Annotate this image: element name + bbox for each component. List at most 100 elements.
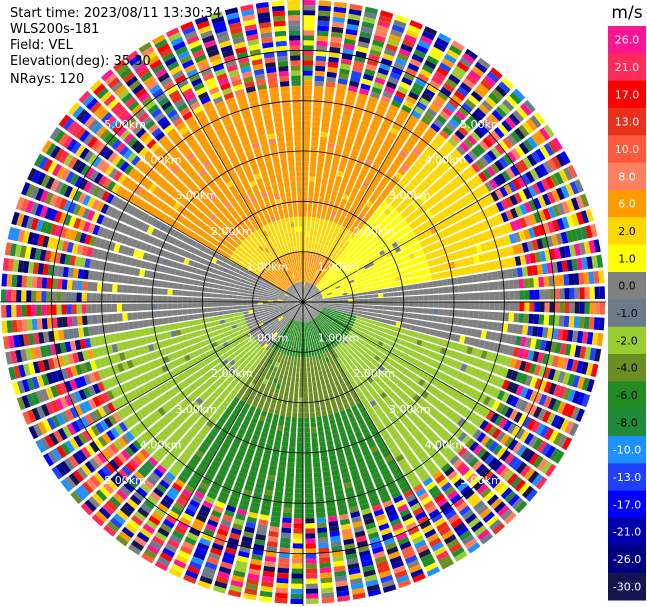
velocity-cell [271, 382, 277, 389]
velocity-cell [285, 344, 290, 350]
velocity-cell [377, 215, 384, 223]
velocity-cell [336, 88, 346, 95]
velocity-cell [568, 273, 575, 286]
velocity-cell [542, 193, 552, 206]
velocity-cell [360, 554, 373, 563]
velocity-cell [455, 392, 465, 402]
velocity-cell [416, 544, 429, 554]
velocity-cell [299, 377, 303, 383]
velocity-cell [318, 0, 332, 7]
velocity-cell [242, 531, 254, 539]
velocity-cell [303, 60, 314, 66]
velocity-cell [249, 405, 256, 413]
velocity-cell [294, 503, 303, 509]
velocity-cell [165, 471, 176, 482]
velocity-cell [409, 133, 420, 142]
velocity-cell [578, 316, 585, 329]
velocity-cell [305, 287, 308, 293]
velocity-cell [321, 281, 327, 286]
velocity-cell [337, 255, 343, 261]
velocity-cell [353, 296, 359, 299]
velocity-cell [342, 267, 348, 272]
velocity-cell [593, 239, 601, 253]
velocity-cell [420, 340, 428, 348]
velocity-cell [303, 256, 305, 262]
velocity-cell [474, 391, 483, 401]
velocity-cell [528, 404, 538, 417]
velocity-cell [147, 427, 158, 437]
velocity-cell [341, 414, 349, 422]
velocity-cell [252, 340, 259, 346]
velocity-cell [313, 396, 319, 402]
velocity-cell [42, 419, 52, 433]
velocity-cell [491, 271, 498, 281]
velocity-cell [361, 270, 368, 275]
velocity-cell [241, 462, 251, 470]
velocity-cell [325, 157, 332, 164]
velocity-cell [102, 404, 112, 416]
velocity-cell [283, 306, 289, 310]
velocity-cell [580, 210, 590, 224]
velocity-cell [299, 321, 301, 328]
velocity-cell [331, 291, 337, 294]
velocity-cell [507, 493, 520, 507]
velocity-cell [428, 235, 436, 244]
velocity-cell [314, 323, 319, 329]
velocity-cell [220, 519, 232, 527]
velocity-cell [339, 124, 349, 132]
velocity-cell [373, 175, 382, 184]
velocity-cell [388, 390, 396, 399]
velocity-cell [346, 90, 357, 98]
velocity-cell [401, 384, 409, 392]
velocity-cell [398, 48, 411, 58]
velocity-cell [316, 307, 322, 310]
velocity-cell [171, 352, 179, 360]
velocity-cell [321, 250, 325, 256]
velocity-cell [480, 487, 492, 499]
velocity-cell [534, 251, 542, 263]
velocity-cell [405, 323, 412, 330]
velocity-cell [283, 314, 289, 319]
velocity-cell [562, 387, 572, 401]
velocity-cell [499, 302, 505, 311]
velocity-cell [346, 163, 354, 170]
velocity-cell [367, 462, 377, 471]
velocity-cell [310, 417, 316, 423]
velocity-cell [483, 372, 491, 382]
velocity-cell [327, 273, 333, 279]
velocity-cell [573, 273, 580, 285]
velocity-cell [264, 401, 271, 408]
velocity-cell [317, 259, 321, 266]
velocity-cell [319, 567, 332, 574]
velocity-cell [312, 319, 316, 325]
velocity-cell [295, 326, 298, 332]
velocity-cell [279, 547, 291, 554]
velocity-cell [344, 141, 353, 149]
velocity-cell [429, 226, 437, 235]
velocity-cell [316, 171, 323, 178]
velocity-cell [488, 441, 499, 453]
velocity-cell [335, 339, 341, 345]
velocity-cell [87, 398, 97, 410]
velocity-cell [322, 282, 328, 287]
velocity-cell [531, 473, 544, 487]
velocity-cell [350, 203, 358, 210]
velocity-cell [273, 496, 283, 503]
velocity-cell [347, 258, 354, 264]
velocity-cell [386, 399, 394, 407]
velocity-cell [316, 512, 326, 519]
velocity-cell [397, 503, 409, 513]
velocity-cell [335, 332, 341, 338]
velocity-cell [519, 103, 532, 116]
velocity-cell [490, 162, 501, 174]
velocity-cell [234, 384, 241, 392]
velocity-cell [362, 288, 368, 292]
velocity-cell [323, 323, 328, 328]
velocity-cell [269, 375, 275, 382]
velocity-cell [366, 241, 373, 248]
velocity-cell [293, 346, 296, 352]
velocity-cell [327, 220, 333, 227]
velocity-cell [306, 588, 319, 594]
velocity-cell [307, 303, 313, 306]
velocity-cell [243, 593, 257, 601]
